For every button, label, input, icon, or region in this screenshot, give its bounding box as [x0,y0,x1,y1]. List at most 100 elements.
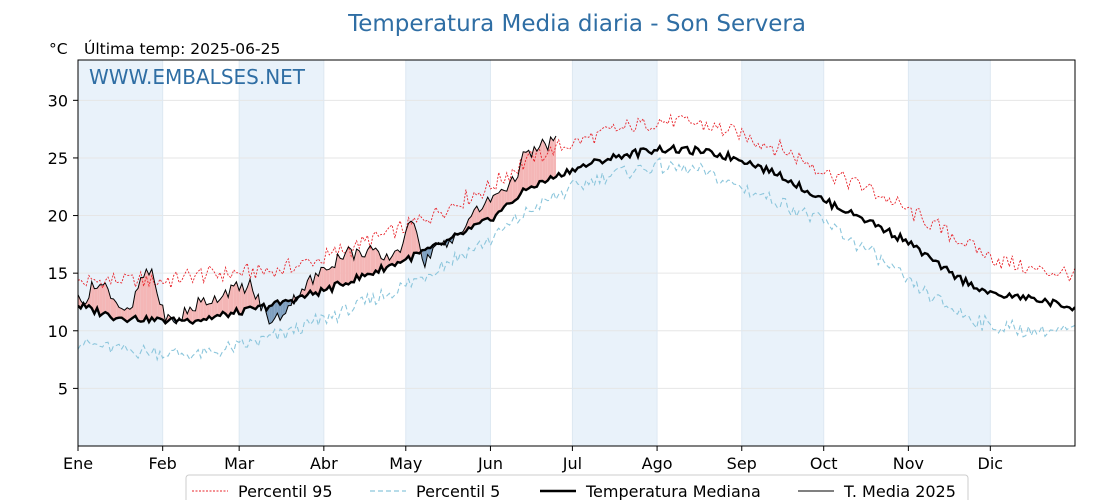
fill-above-median [334,253,338,284]
fill-above-median [474,206,477,225]
last-temp-label: Última temp: 2025-06-25 [84,39,280,58]
x-tick-label: Jul [562,454,582,473]
x-tick-label: May [389,454,422,473]
fill-above-median [143,269,147,322]
fill-above-median [536,146,540,187]
fill-above-median [498,189,502,212]
series-line-p95 [78,113,1075,290]
fill-below-median [269,305,272,324]
fill-above-median [342,252,346,286]
fill-above-median [146,269,150,322]
fill-below-median [280,301,283,321]
fill-above-median [124,307,128,322]
fill-above-median [135,288,139,321]
x-tick-label: Feb [149,454,177,473]
x-axis: Ene Feb Mar Abr May Jun Jul Ago Sep Oct Nov Dic [63,446,1003,473]
fill-above-median [209,303,212,320]
fill-above-median [515,177,518,201]
fill-above-median [99,284,103,316]
fill-above-median [258,294,262,312]
fill-above-median [512,176,516,203]
y-tick-label: 15 [48,264,68,283]
fill-above-median [140,277,144,322]
fill-above-median [250,279,253,308]
x-tick-label: Ene [63,454,93,473]
fill-above-median [375,248,379,273]
fill-above-median [487,197,491,221]
x-tick-label: Oct [810,454,838,473]
fill-above-median [539,139,543,182]
month-band [741,60,824,446]
fill-above-median [531,146,535,188]
fill-above-median [228,285,231,317]
fill-above-median [495,192,499,215]
legend: Percentil 95 Percentil 5 Temperatura Media… [185,474,969,500]
fill-above-median [517,163,521,199]
fill-above-median [326,269,330,290]
fill-above-median [157,293,160,319]
fill-above-median [359,250,363,280]
plot-frame [77,59,1076,447]
month-band [572,60,658,446]
fill-above-median [222,290,226,314]
fill-above-median [337,253,341,285]
fill-above-median [542,139,546,183]
fill-above-median [200,297,204,322]
fill-below-median [427,247,431,259]
y-tick-label: 5 [58,379,68,398]
fill-above-median [408,221,412,261]
fill-above-median [304,280,308,298]
fill-above-median [78,294,81,309]
fill-above-median [105,283,109,314]
series-line-p5 [78,157,1075,362]
y-axis: 5 10 15 20 25 30 [48,91,78,398]
x-tick-label: Ago [642,454,673,473]
y-tick-label: 30 [48,91,68,110]
fill-above-median [525,150,529,191]
legend-label: Percentil 95 [238,482,333,500]
y-tick-label: 10 [48,322,68,341]
fill-above-median [332,266,335,292]
fill-above-median [291,294,294,306]
fill-above-median [367,245,371,275]
fill-above-median [397,249,401,263]
watermark-text: WWW.EMBALSES.NET [89,65,306,89]
fill-above-median [108,288,111,318]
x-tick-label: Jun [477,454,503,473]
x-tick-label: Dic [978,454,1004,473]
fill-above-median [550,137,554,179]
chart-title: Temperatura Media diaria - Son Servera [347,11,806,37]
fill-above-median [362,256,365,277]
fill-above-median [506,182,510,204]
fill-above-median [340,258,343,286]
fill-above-median [523,151,526,191]
fill-above-median [127,307,130,322]
month-band [78,60,163,446]
fill-above-median [403,231,406,262]
x-tick-label: Mar [224,454,255,473]
fill-above-median [370,245,374,275]
fill-above-median [113,298,117,321]
fill-above-median [386,253,390,268]
fill-above-median [110,298,114,321]
fill-above-median [321,267,324,291]
fill-above-median [102,283,106,314]
series-line-current [78,135,557,325]
fill-above-median [405,223,409,260]
fill-above-median [373,248,376,275]
fill-above-median [159,304,163,320]
fill-above-median [528,150,532,189]
fill-above-median [553,135,557,179]
fill-above-median [315,273,319,296]
month-bands [78,60,991,446]
x-tick-label: Nov [893,454,924,473]
fill-above-median [129,307,133,320]
fill-above-median [217,299,221,316]
legend-label: T. Media 2025 [843,482,956,500]
legend-label: Temperatura Mediana [585,482,761,500]
x-tick-label: Abr [310,454,338,473]
fill-below-median [282,300,286,316]
y-tick-label: 25 [48,149,68,168]
legend-box [185,474,969,500]
